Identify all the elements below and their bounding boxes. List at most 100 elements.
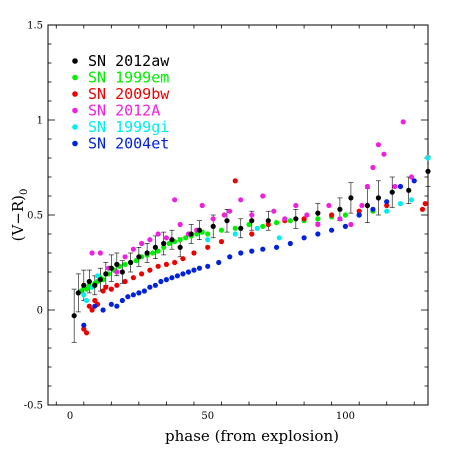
data-points [71, 119, 431, 336]
point-sn-2004et [227, 254, 233, 260]
x-axis-label: phase (from explosion) [165, 427, 339, 445]
point-sn-2012a [97, 250, 103, 256]
point-sn-1999gi [81, 292, 87, 298]
point-sn-2004et [238, 250, 244, 256]
point-sn-1999em [194, 231, 200, 237]
point-sn-2012aw [425, 168, 431, 174]
point-sn-1999gi [83, 297, 90, 304]
y-axis-label-main: (V−R) [9, 195, 27, 241]
point-sn-2009bw [180, 256, 186, 262]
point-sn-2004et [315, 231, 321, 237]
point-sn-2012a [177, 221, 183, 228]
point-sn-2012aw [108, 265, 114, 271]
tick-labels: 0 50 100 -0.5 0 0.5 1 1.5 [24, 21, 355, 423]
point-sn-2004et [141, 288, 147, 294]
point-sn-2009bw [218, 239, 225, 245]
point-sn-2012aw [293, 216, 299, 222]
point-sn-1999em [150, 250, 156, 256]
point-sn-2012aw [103, 271, 109, 277]
point-sn-2012a [304, 212, 310, 218]
point-sn-2012aw [348, 195, 354, 201]
point-sn-2012aw [238, 225, 244, 231]
point-sn-1999gi [408, 197, 415, 203]
y-tick-label: 1 [37, 116, 43, 127]
point-sn-2012a [89, 250, 95, 256]
point-sn-1999em [183, 235, 189, 241]
legend-marker-sn-1999em [72, 74, 78, 81]
point-sn-1999gi [205, 237, 211, 243]
point-sn-2009bw [81, 326, 87, 332]
point-sn-2009bw [100, 288, 106, 294]
legend-marker-sn-2012a [72, 107, 78, 114]
point-sn-2009bw [356, 208, 362, 214]
point-sn-1999em [177, 237, 183, 243]
point-sn-2009bw [419, 206, 426, 212]
point-sn-2009bw [172, 259, 178, 266]
point-sn-1999em [166, 240, 172, 247]
point-sn-2012a [282, 216, 288, 222]
point-sn-2012aw [188, 231, 194, 237]
point-sn-2012aw [71, 313, 77, 319]
point-sn-2012a [227, 208, 233, 214]
y-tick-label: 1.5 [27, 21, 43, 32]
point-sn-2012aw [114, 261, 120, 267]
point-sn-2004et [125, 294, 131, 300]
point-sn-2012a [139, 240, 145, 247]
point-sn-2012aw [375, 195, 382, 201]
y-axis-label: (V−R)0 [9, 189, 30, 242]
point-sn-2012a [221, 212, 227, 218]
point-sn-2009bw [130, 275, 136, 281]
point-sn-2009bw [83, 330, 90, 336]
legend-marker-sn-1999gi [72, 124, 78, 130]
legend-marker-sn-2009bw [72, 91, 78, 97]
point-sn-2012aw [92, 282, 98, 288]
svg-text:(V−R)0: (V−R)0 [9, 189, 30, 242]
point-sn-1999em [205, 231, 211, 237]
point-sn-1999em [342, 212, 348, 218]
point-sn-1999gi [384, 208, 390, 214]
point-sn-2004et [158, 278, 164, 285]
point-sn-2009bw [384, 202, 390, 209]
point-sn-2009bw [232, 178, 238, 184]
point-sn-2004et [185, 269, 192, 275]
y-axis-label-subscript: 0 [19, 189, 30, 195]
y-tick-label: 0 [37, 306, 43, 317]
point-sn-2012aw [406, 187, 412, 193]
point-sn-2004et [180, 271, 186, 277]
point-sn-2004et [249, 248, 255, 254]
point-sn-2009bw [92, 297, 98, 304]
point-sn-2009bw [265, 221, 271, 228]
legend-label-sn-1999gi: SN 1999gi [88, 118, 169, 136]
point-sn-2012a [271, 208, 277, 214]
point-sn-2004et [119, 297, 125, 304]
point-sn-2009bw [155, 263, 161, 269]
point-sn-1999em [287, 218, 293, 224]
point-sn-2004et [301, 235, 307, 241]
point-sn-1999em [161, 244, 167, 250]
x-tick-label: 50 [201, 411, 214, 422]
y-tick-label: 0.5 [27, 211, 43, 222]
point-sn-2009bw [86, 303, 92, 309]
point-sn-1999gi [94, 273, 101, 279]
point-sn-2004et [174, 273, 181, 279]
legend-label-sn-1999em: SN 1999em [88, 69, 169, 87]
point-sn-2012aw [136, 254, 142, 260]
point-sn-1999gi [425, 155, 431, 161]
point-sn-2012aw [86, 278, 92, 285]
point-sn-2004et [397, 183, 404, 190]
point-sn-2012aw [152, 244, 158, 250]
point-sn-2012aw [169, 237, 175, 243]
point-sn-1999gi [254, 225, 260, 231]
point-sn-2004et [216, 259, 222, 266]
point-sn-2012a [400, 119, 406, 125]
point-sn-2012a [122, 254, 128, 260]
point-sn-2012aw [128, 259, 134, 266]
point-sn-2004et [147, 284, 153, 290]
point-sn-2012aw [389, 189, 395, 195]
point-sn-2009bw [108, 286, 114, 292]
point-sn-2012aw [177, 244, 183, 250]
point-sn-2012aw [97, 277, 103, 283]
point-sn-2004et [100, 307, 106, 313]
